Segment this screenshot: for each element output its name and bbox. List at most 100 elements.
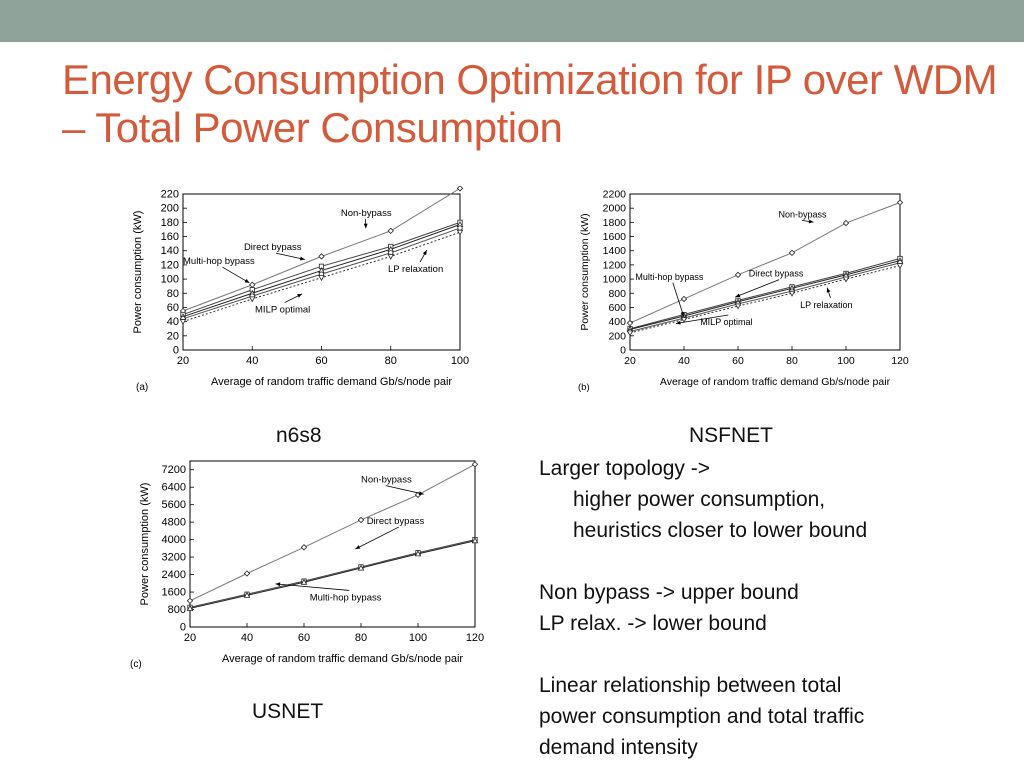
annotation-arrow: [672, 282, 685, 318]
x-tick-label: 120: [466, 632, 484, 644]
series-non-bypass: [626, 199, 904, 327]
y-tick-label: 7200: [162, 464, 186, 476]
panel-label: (c): [130, 659, 142, 670]
annotation-arrow: [275, 252, 305, 260]
x-tick-label: 60: [732, 355, 744, 367]
data-point: [387, 227, 394, 235]
summary-text: Larger topology -> higher power consumpt…: [539, 453, 1009, 763]
data-point: [300, 578, 308, 585]
arrow-head: [680, 312, 685, 318]
data-point: [788, 249, 796, 257]
bullet-line-1: Larger topology ->: [539, 457, 711, 480]
panel-label: (b): [578, 382, 590, 393]
data-point: [680, 295, 688, 303]
annotation-milp-optimal: MILP optimal: [700, 317, 752, 327]
bullet-line-5: LP relax. -> lower bound: [539, 612, 767, 635]
y-tick-label: 0: [180, 622, 186, 634]
x-tick-label: 100: [837, 355, 855, 367]
y-tick-label: 100: [161, 274, 179, 286]
y-tick-label: 800: [168, 604, 186, 616]
annotation-arrow: [675, 314, 729, 324]
data-point: [414, 550, 422, 557]
data-point: [300, 544, 308, 551]
data-point: [248, 296, 256, 303]
y-tick-label: 1400: [603, 245, 627, 257]
y-tick-label: 40: [167, 316, 179, 328]
x-axis-label: Average of random traffic demand Gb/s/no…: [211, 376, 452, 388]
series-non-bypass: [179, 185, 464, 315]
y-tick-label: 5600: [162, 499, 186, 511]
data-point: [249, 281, 256, 288]
caption-nsfnet: NSFNET: [689, 424, 773, 447]
x-tick-label: 20: [184, 632, 196, 644]
annotation-direct-bypass: Direct bypass: [244, 242, 302, 253]
chart-nsfnet: 0 200 400 600 800 1000 1200 1400 1600 1800 2000 220…: [570, 186, 920, 406]
data-point: [387, 253, 395, 260]
y-tick-label: 1200: [603, 259, 627, 271]
series-line: [629, 202, 901, 324]
data-point: [626, 330, 634, 337]
arrow-head: [808, 219, 814, 224]
arrow-head: [299, 256, 305, 261]
y-tick-label: 2200: [603, 189, 627, 201]
annotation-lp-relaxation: LP relaxation: [388, 264, 443, 275]
y-tick-label: 1800: [603, 217, 627, 229]
y-tick-label: 160: [161, 231, 179, 243]
data-point: [456, 229, 464, 236]
data-point: [734, 303, 742, 310]
arrow-head: [244, 278, 250, 283]
chart-svg: 0 800 1600 2400 3200 4000 4800 5600 6400 7200 20 40…: [130, 460, 484, 670]
arrow-head: [297, 293, 303, 298]
bullet-line-8: demand intensity: [539, 736, 698, 759]
y-axis-label: Power consumption (kW): [139, 483, 151, 606]
x-tick-label: 20: [624, 355, 636, 367]
chart-n6s8: 0 20 40 60 80 100 120 140 160 180 200 220 20 40 60 80 10…: [128, 185, 480, 406]
data-point: [318, 253, 325, 260]
series-line: [629, 262, 901, 333]
plot-frame: [189, 460, 476, 628]
y-tick-label: 1600: [603, 231, 627, 243]
y-tick-label: 2400: [162, 569, 186, 581]
chart-usnet: 0 800 1600 2400 3200 4000 4800 5600 6400 7200 20 40…: [122, 455, 490, 685]
caption-usnet: USNET: [252, 700, 324, 723]
data-point: [243, 570, 251, 577]
x-tick-label: 80: [786, 355, 798, 367]
annotation-non-bypass: Non-bypass: [341, 208, 392, 219]
x-tick-label: 80: [355, 632, 367, 644]
x-tick-label: 60: [315, 355, 327, 367]
bullet-line-7: power consumption and total traffic: [539, 705, 865, 728]
arrow-head: [422, 250, 427, 256]
header-bar: [0, 0, 1024, 42]
y-tick-label: 1600: [162, 587, 186, 599]
y-tick-label: 600: [608, 302, 626, 314]
data-point: [243, 591, 251, 598]
series-multi-hop-bypass: [186, 537, 479, 611]
data-point: [186, 597, 194, 604]
y-tick-label: 80: [167, 288, 179, 300]
annotation-milp-optimal: MILP optimal: [255, 305, 310, 316]
arrow-head: [355, 545, 361, 549]
arrow-head: [418, 491, 424, 496]
bullet-line-3: heuristics closer to lower bound: [573, 519, 868, 542]
y-tick-label: 220: [161, 189, 179, 201]
arrow-head: [363, 223, 368, 229]
y-tick-label: 1000: [603, 274, 627, 286]
arrow-head: [275, 582, 281, 587]
y-axis-label: Power consumption (kW): [579, 213, 591, 330]
x-tick-label: 20: [177, 355, 189, 367]
panel-label: (a): [136, 382, 148, 393]
data-point: [456, 185, 464, 192]
y-tick-label: 20: [167, 330, 179, 342]
arrow-head: [826, 287, 831, 293]
y-tick-label: 0: [173, 345, 179, 357]
series-line: [629, 260, 901, 330]
data-point: [626, 319, 634, 327]
series-line: [182, 187, 461, 312]
plot-frame: [629, 193, 901, 351]
y-tick-label: 200: [608, 330, 626, 342]
y-tick-label: 2000: [603, 203, 627, 215]
annotation-multi-hop-bypass: Multi-hop bypass: [635, 272, 704, 282]
data-point: [457, 225, 463, 231]
series-lp-relaxation: [626, 263, 904, 337]
bullet-line-4: Non bypass -> upper bound: [539, 581, 799, 604]
